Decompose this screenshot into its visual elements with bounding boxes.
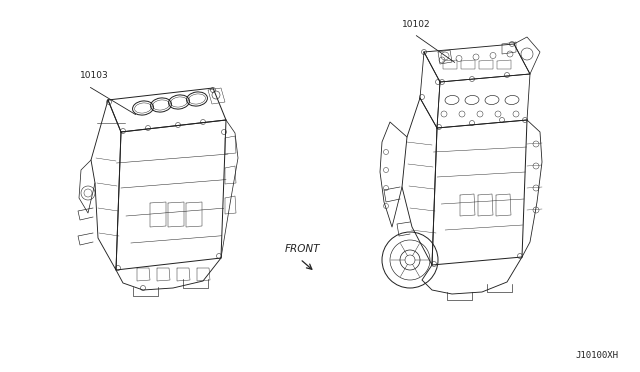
Text: 10102: 10102 bbox=[402, 20, 431, 29]
Text: FRONT: FRONT bbox=[285, 244, 321, 254]
Text: 10103: 10103 bbox=[80, 71, 109, 80]
Text: J10100XH: J10100XH bbox=[575, 351, 618, 360]
